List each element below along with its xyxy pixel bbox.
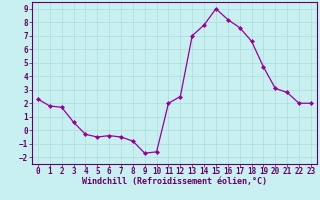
X-axis label: Windchill (Refroidissement éolien,°C): Windchill (Refroidissement éolien,°C) (82, 177, 267, 186)
